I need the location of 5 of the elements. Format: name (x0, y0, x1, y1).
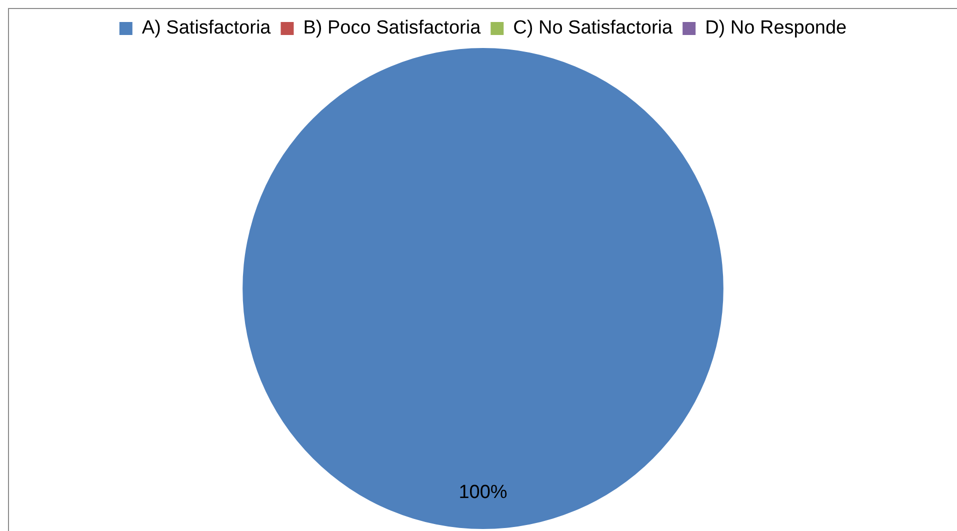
legend-label: C) No Satisfactoria (513, 18, 674, 39)
data-label: 100% (458, 482, 508, 504)
legend-label: B) Poco Satisfactoria (303, 18, 482, 39)
legend-label: A) Satisfactoria (142, 18, 272, 39)
legend-label: D) No Responde (705, 18, 847, 39)
